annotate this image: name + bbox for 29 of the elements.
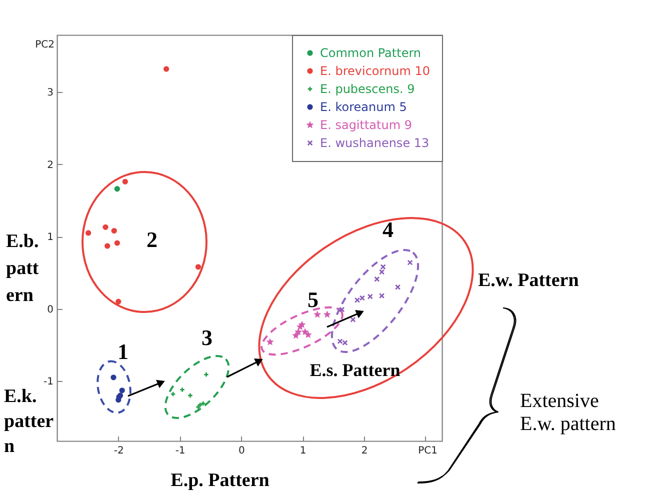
- legend-label: E. wushanense 13: [320, 136, 430, 150]
- text: E.k. pattern: [4, 386, 54, 457]
- text: E.p. Pattern: [170, 470, 270, 491]
- annotation: 2: [146, 227, 158, 252]
- legend-label: Common Pattern: [320, 46, 422, 60]
- y-tick-label: 0: [47, 304, 54, 316]
- annotation: 1: [118, 339, 128, 364]
- x-tick-label: -1: [175, 446, 186, 456]
- legend-label: E. pubescens. 9: [320, 82, 415, 96]
- x-tick-label: 0: [238, 446, 245, 456]
- y-tick-label: -1: [44, 376, 54, 388]
- annotation: 3: [202, 325, 212, 350]
- annotation: 5: [308, 287, 318, 312]
- legend-label: E. brevicornum 10: [320, 64, 430, 78]
- x-tick-label: 2: [361, 446, 368, 456]
- text: E.w. Pattern: [478, 270, 580, 291]
- y-tick-label: 2: [47, 160, 54, 171]
- x-tick-label: -2: [114, 446, 124, 456]
- legend-label: E. sagittatum 9: [320, 118, 412, 132]
- y-tick-label: 1: [47, 232, 54, 244]
- text: E.b. pattern: [6, 231, 40, 306]
- text: Extensive E.w. pattern: [520, 390, 616, 435]
- annotation: E.s. Pattern: [310, 360, 400, 380]
- x-axis-title: PC1: [418, 446, 438, 456]
- annotation: 4: [382, 217, 394, 242]
- x-tick-label: 1: [300, 446, 306, 456]
- y-axis-title: PC2: [35, 40, 54, 50]
- y-tick-label: 3: [47, 88, 54, 99]
- legend-label: E. koreanum 5: [320, 100, 407, 114]
